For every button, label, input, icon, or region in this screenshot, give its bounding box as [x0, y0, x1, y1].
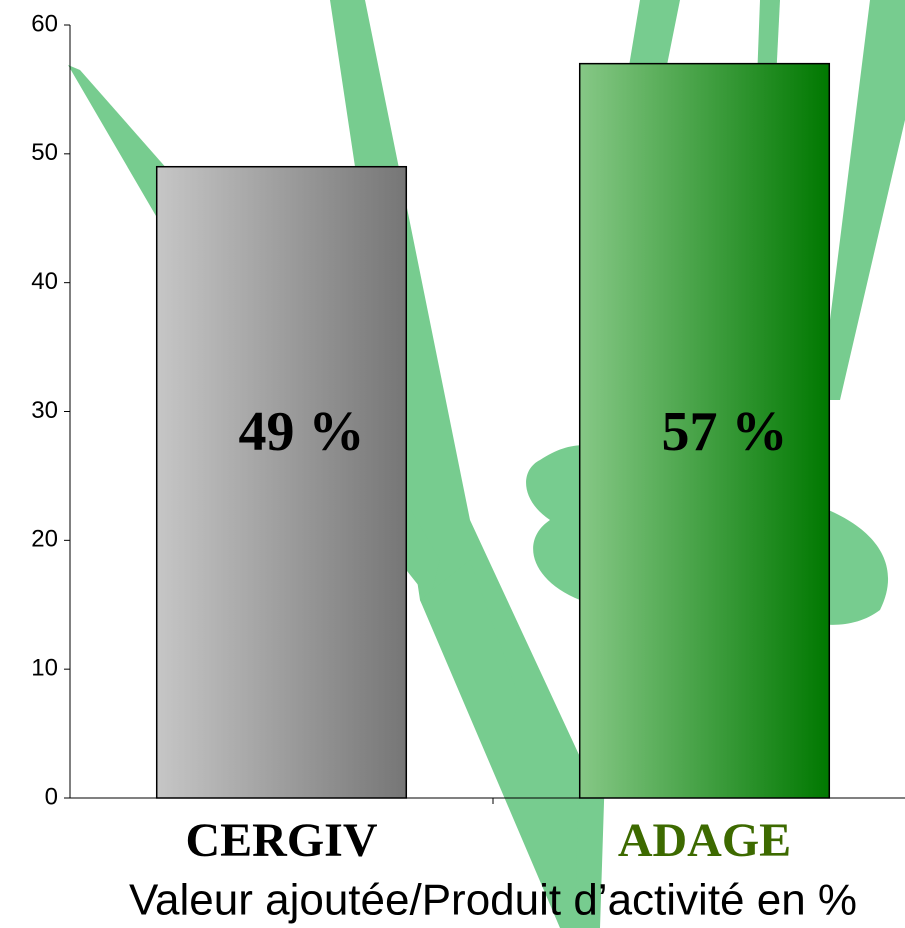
bar [578, 62, 831, 799]
x-tick-label: ADAGE [618, 814, 791, 867]
y-tick-label: 60 [31, 10, 58, 37]
y-tick-label: 30 [31, 397, 58, 424]
x-axis-title: Valeur ajoutée/Produit d’activité en % [129, 876, 857, 925]
y-tick-label: 20 [31, 526, 58, 553]
bar [155, 165, 408, 799]
value-label: 57 % [662, 401, 788, 463]
value-label: 49 % [239, 401, 365, 463]
y-tick-label: 50 [31, 139, 58, 166]
y-tick-label: 0 [45, 783, 58, 810]
y-tick-label: 40 [31, 268, 58, 295]
y-tick-label: 10 [31, 655, 58, 682]
x-tick-label: CERGIV [185, 814, 377, 867]
